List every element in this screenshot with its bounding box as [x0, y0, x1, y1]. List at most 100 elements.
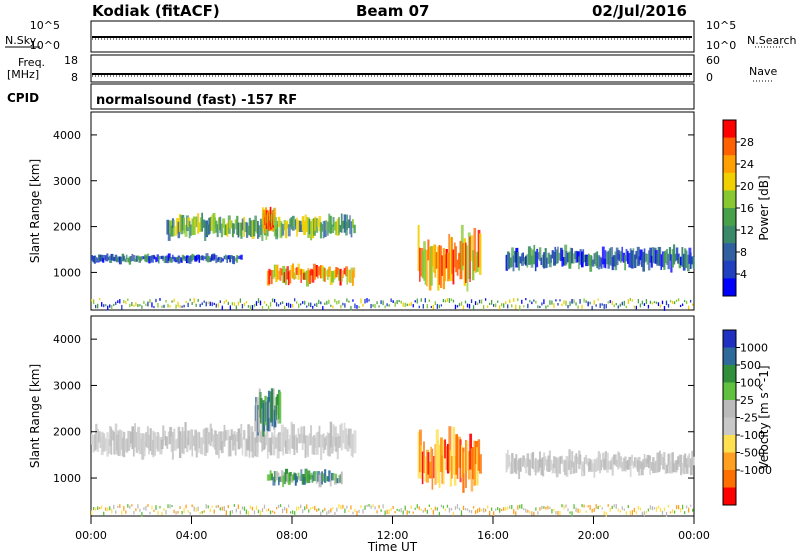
velocity-region-0-mark-20	[118, 429, 122, 455]
power-region-5-mark-18	[530, 255, 534, 268]
power-floor-mark-253	[599, 303, 601, 308]
velocity-region-4-mark-99	[643, 453, 646, 468]
power-region-4-mark-11	[432, 244, 436, 273]
velocity-region-0-mark-186	[350, 435, 353, 457]
velocity-region-0-mark-80	[202, 429, 206, 444]
power-floor-mark-217	[527, 303, 529, 309]
power-floor-mark-147	[386, 303, 388, 307]
velocity-region-4-mark-116	[667, 453, 670, 466]
power-region-5-mark-90	[631, 250, 634, 269]
velocity-region-4-mark-124	[678, 454, 681, 467]
velocity-floor-mark-70	[231, 509, 233, 514]
power-floor-mark-62	[215, 303, 217, 308]
velocity-floor-mark-172	[436, 507, 439, 511]
power-region-5-mark-3	[509, 257, 513, 268]
noise-right-tick-bottom: 10^0	[706, 39, 736, 52]
power-region-5-mark-29	[546, 257, 548, 268]
power-region-3-mark-6	[275, 265, 278, 283]
power-region-1-mark-132	[350, 221, 353, 238]
power-floor-mark-158	[408, 303, 410, 306]
velocity-floor-mark-30	[151, 505, 153, 510]
velocity-region-0-mark-173	[332, 424, 335, 452]
velocity-region-3-mark-30	[459, 439, 462, 483]
velocity-colorbar-tick-label-2: 100	[740, 377, 761, 390]
power-region-5-mark-12	[522, 252, 524, 262]
power-floor-mark-128	[348, 300, 350, 303]
velocity-region-2-mark-8	[278, 476, 280, 486]
power-floor-mark-284	[661, 300, 664, 305]
velocity-floor-mark-178	[448, 507, 451, 513]
velocity-floor-mark-220	[533, 511, 535, 516]
velocity-region-2-mark-32	[311, 475, 314, 483]
power-floor-mark-151	[394, 301, 396, 307]
power-floor-mark-291	[675, 299, 678, 302]
power-floor-mark-53	[197, 298, 199, 302]
velocity-floor-mark-181	[454, 506, 457, 510]
power-floor-mark-68	[227, 301, 229, 305]
power-floor-mark-133	[358, 305, 360, 309]
velocity-floor-mark-84	[259, 510, 262, 516]
velocity-floor-mark-166	[424, 507, 426, 512]
power-region-1-mark-66	[258, 225, 261, 238]
velocity-floor-mark-163	[418, 506, 420, 510]
power-floor-mark-214	[521, 299, 523, 304]
velocity-floor-mark-247	[587, 505, 589, 508]
velocity-region-0-mark-16	[113, 432, 116, 455]
velocity-region-0-mark-152	[303, 426, 306, 444]
velocity-floor-mark-71	[233, 504, 236, 507]
velocity-region-4-mark-69	[601, 452, 605, 468]
velocity-floor-mark-243	[579, 509, 581, 513]
power-region-5-mark-129	[685, 250, 688, 269]
power-region-1-mark-82	[280, 222, 283, 237]
power-region-4-mark-5	[424, 249, 427, 285]
power-floor-mark-161	[414, 300, 416, 303]
velocity-region-2-mark-12	[283, 472, 287, 485]
power-floor-mark-165	[422, 304, 424, 309]
power-region-5-mark-125	[680, 256, 682, 266]
velocity-floor-mark-266	[625, 511, 627, 515]
velocity-region-0-mark-126	[266, 432, 269, 459]
power-floor-mark-60	[211, 302, 213, 307]
velocity-region-4-mark-7	[515, 454, 518, 475]
velocity-region-0-mark-171	[329, 421, 333, 448]
velocity-region-4-mark-134	[692, 456, 695, 466]
velocity-region-3-mark-4	[423, 441, 425, 473]
x-tick-label-5: 20:00	[578, 529, 610, 542]
velocity-region-0-mark-103	[234, 434, 237, 456]
power-floor-mark-99	[289, 303, 292, 308]
power-region-4-mark-25	[452, 249, 455, 285]
power-region-1-mark-56	[244, 221, 248, 233]
power-region-1-mark-121	[335, 221, 338, 236]
velocity-region-4-mark-111	[660, 453, 663, 466]
power-floor-mark-219	[531, 301, 533, 305]
velocity-region-2-mark-53	[340, 471, 343, 485]
power-region-1-mark-45	[229, 219, 232, 229]
power-region-0-mark-72	[191, 253, 194, 261]
velocity-region-0-mark-10	[104, 438, 107, 451]
power-region-3-mark-9	[279, 267, 282, 281]
velocity-floor-mark-81	[253, 510, 256, 515]
power-floor-mark-8	[107, 305, 109, 311]
power-floor-mark-109	[310, 302, 312, 308]
power-colorbar-segment-7	[723, 243, 736, 262]
power-region-1-mark-109	[318, 215, 322, 232]
velocity-colorbar-segment-0	[723, 330, 736, 348]
velocity-region-0-mark-120	[258, 430, 261, 442]
velocity-region-2-mark-42	[325, 476, 328, 482]
power-region-1-mark-21	[195, 216, 199, 228]
velocity-floor-mark-95	[281, 508, 284, 514]
power-region-1-mark-125	[340, 213, 343, 233]
power-floor-mark-153	[398, 299, 400, 303]
power-floor-mark-65	[221, 305, 223, 311]
velocity-floor-mark-100	[292, 510, 294, 514]
power-floor-mark-105	[302, 301, 304, 304]
power-region-0-mark-16	[113, 256, 116, 262]
x-tick-label-6: 00:00	[678, 529, 710, 542]
velocity-region-4-mark-21	[534, 457, 537, 476]
velocity-region-0-mark-59	[173, 428, 176, 451]
velocity-colorbar-segment-7	[723, 452, 736, 471]
velocity-floor-mark-154	[400, 507, 402, 513]
power-floor-mark-260	[613, 304, 615, 308]
velocity-floor-mark-66	[223, 506, 225, 511]
power-floor-mark-11	[113, 303, 115, 306]
